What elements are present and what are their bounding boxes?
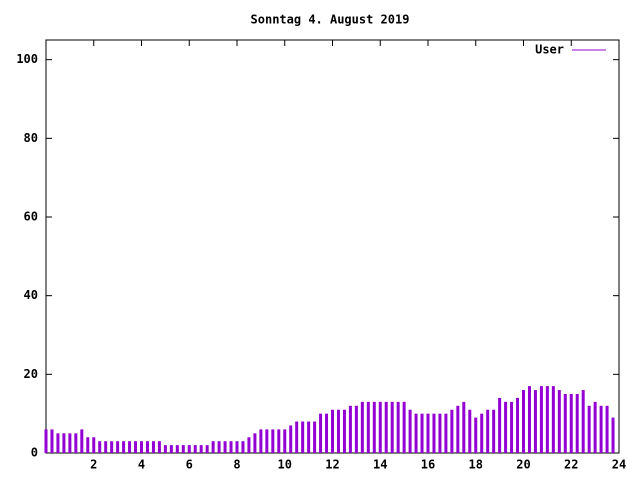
x-tick-label: 8 (233, 458, 240, 472)
x-tick-label: 4 (138, 458, 145, 472)
x-tick-label: 6 (186, 458, 193, 472)
legend-label: User (535, 43, 564, 57)
chart-title: Sonntag 4. August 2019 (251, 13, 410, 27)
x-tick-label: 16 (421, 458, 435, 472)
x-tick-label: 18 (469, 458, 483, 472)
x-tick-label: 12 (325, 458, 339, 472)
y-tick-label: 20 (24, 367, 38, 381)
x-tick-label: 10 (278, 458, 292, 472)
plot-frame (45, 39, 620, 454)
x-tick-label: 20 (516, 458, 530, 472)
x-tick-label: 22 (564, 458, 578, 472)
y-tick-label: 80 (24, 131, 38, 145)
y-tick-label: 40 (24, 288, 38, 302)
y-tick-label: 60 (24, 210, 38, 224)
y-tick-label: 0 (31, 446, 38, 460)
x-tick-label: 14 (373, 458, 387, 472)
x-tick-label: 2 (90, 458, 97, 472)
x-tick-label: 24 (612, 458, 626, 472)
y-tick-label: 100 (16, 52, 38, 66)
